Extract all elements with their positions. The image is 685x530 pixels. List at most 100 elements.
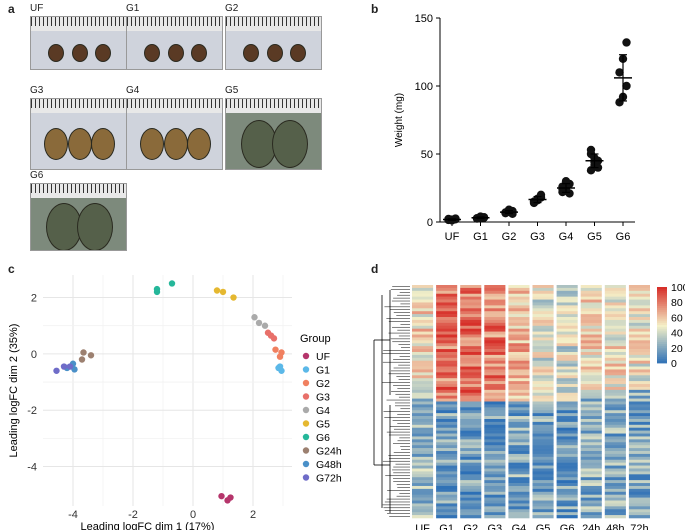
heatmap-cell bbox=[460, 462, 482, 466]
heatmap-cell bbox=[580, 334, 602, 338]
heatmap-cell bbox=[556, 442, 578, 446]
heatmap-cell bbox=[556, 410, 578, 414]
heatmap-cell bbox=[508, 430, 530, 434]
heatmap-cell bbox=[532, 384, 554, 388]
heatmap-cell bbox=[604, 424, 626, 429]
heatmap-cell bbox=[604, 305, 626, 309]
heatmap-cell bbox=[484, 497, 506, 501]
heatmap-cell bbox=[412, 404, 434, 408]
heatmap-cell bbox=[556, 500, 578, 504]
heatmap-cell bbox=[580, 305, 602, 309]
colorbar-segment bbox=[657, 328, 667, 332]
heatmap-cell bbox=[580, 485, 602, 490]
heatmap-cell bbox=[580, 462, 602, 466]
heatmap-cell bbox=[436, 378, 458, 382]
legend-swatch bbox=[302, 447, 310, 454]
data-point bbox=[153, 288, 161, 296]
heatmap-cell bbox=[532, 418, 554, 423]
heatmap-cell bbox=[532, 515, 554, 519]
colorbar-tick-label: 60 bbox=[671, 312, 683, 324]
legend-label: G72h bbox=[316, 473, 342, 485]
heatmap-cell bbox=[532, 477, 554, 481]
heatmap-cell bbox=[532, 360, 554, 364]
ruler bbox=[127, 17, 222, 31]
heatmap-cell bbox=[412, 290, 434, 295]
heatmap-cell bbox=[436, 401, 458, 405]
heatmap-cell bbox=[436, 372, 458, 376]
heatmap-cell bbox=[436, 314, 458, 318]
heatmap-cell bbox=[580, 343, 602, 347]
heatmap-cell bbox=[556, 483, 578, 487]
heatmap-cell bbox=[484, 331, 506, 335]
heatmap-cell bbox=[412, 453, 434, 458]
heatmap-cell bbox=[532, 433, 554, 437]
heatmap-cell bbox=[604, 477, 626, 481]
heatmap-cell bbox=[412, 491, 434, 495]
heatmap-cell bbox=[556, 319, 578, 324]
heatmap-cell bbox=[532, 500, 554, 504]
heatmap-cell bbox=[436, 488, 458, 493]
heatmap-cell bbox=[412, 509, 434, 513]
heatmap-cell bbox=[508, 363, 530, 367]
heatmap-cell bbox=[412, 418, 434, 423]
heatmap-cell bbox=[628, 497, 650, 501]
heatmap-cell bbox=[628, 488, 650, 493]
heatmap-cell bbox=[532, 494, 554, 498]
heatmap-cell bbox=[460, 375, 482, 379]
heatmap-cell bbox=[412, 311, 434, 315]
data-point bbox=[622, 81, 631, 91]
heatmap-cell bbox=[628, 349, 650, 353]
heatmap-cell bbox=[412, 308, 434, 312]
heatmap-cell bbox=[604, 451, 626, 455]
heatmap-cell bbox=[556, 372, 578, 376]
tick-photo bbox=[126, 16, 223, 70]
heatmap-cell bbox=[628, 346, 650, 350]
heatmap-cell bbox=[436, 430, 458, 434]
colorbar-segment bbox=[657, 300, 667, 303]
heatmap-cell bbox=[412, 351, 434, 356]
heatmap-cell bbox=[412, 451, 434, 455]
heatmap-cell bbox=[460, 418, 482, 423]
heatmap-cell bbox=[628, 500, 650, 504]
heatmap-cell bbox=[628, 311, 650, 315]
heatmap-cell bbox=[484, 369, 506, 373]
heatmap-cell bbox=[484, 343, 506, 347]
tick-specimen bbox=[272, 120, 309, 168]
heatmap-cell bbox=[484, 462, 506, 466]
heatmap-cell bbox=[556, 436, 578, 440]
heatmap-cell bbox=[580, 337, 602, 341]
heatmap-cell bbox=[556, 328, 578, 332]
column-label: 72h bbox=[630, 523, 648, 530]
heatmap-cell bbox=[460, 401, 482, 405]
colorbar-segment bbox=[657, 319, 667, 322]
heatmap-cell bbox=[484, 483, 506, 487]
heatmap-cell bbox=[484, 354, 506, 359]
heatmap-cell bbox=[532, 456, 554, 461]
heatmap-cell bbox=[604, 357, 626, 362]
heatmap-cell bbox=[460, 436, 482, 440]
tick-photo bbox=[30, 16, 127, 70]
heatmap-cell bbox=[604, 416, 626, 420]
heatmap-cell bbox=[532, 296, 554, 300]
heatmap-cell bbox=[556, 302, 578, 306]
column-label: G1 bbox=[439, 523, 454, 530]
heatmap-cell bbox=[460, 474, 482, 478]
heatmap-cell bbox=[580, 407, 602, 411]
heatmap-cell bbox=[628, 331, 650, 335]
heatmap-cell bbox=[508, 465, 530, 469]
heatmap-cell bbox=[604, 317, 626, 321]
heatmap-cell bbox=[484, 328, 506, 332]
heatmap-cell bbox=[436, 346, 458, 350]
heatmap-cell bbox=[460, 421, 482, 426]
heatmap-cell bbox=[604, 384, 626, 388]
heatmap-cell bbox=[556, 340, 578, 344]
y-tick-label: 0 bbox=[31, 349, 37, 361]
heatmap-cell bbox=[580, 503, 602, 507]
heatmap-cell bbox=[460, 451, 482, 455]
heatmap-cell bbox=[532, 459, 554, 463]
heatmap-cell bbox=[532, 293, 554, 297]
heatmap-cell bbox=[484, 439, 506, 443]
heatmap-cell bbox=[604, 343, 626, 347]
heatmap-cell bbox=[580, 477, 602, 481]
heatmap-cell bbox=[604, 418, 626, 423]
